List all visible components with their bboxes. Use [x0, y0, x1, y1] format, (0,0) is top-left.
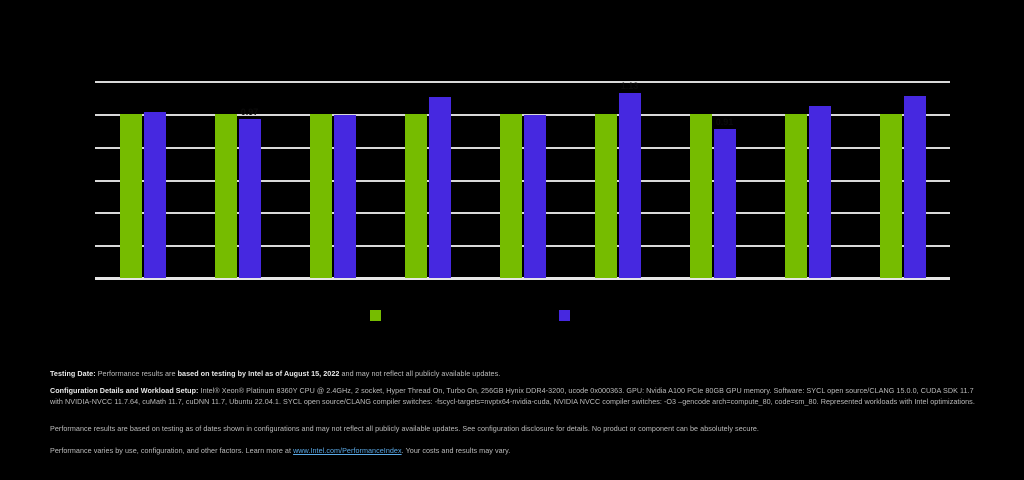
bar-comparison[interactable]	[143, 112, 166, 278]
gridline: 0.4	[73, 207, 950, 218]
gridline: 1.0	[73, 108, 950, 119]
gridline: 0.2	[73, 240, 950, 251]
bar-comparison[interactable]	[523, 115, 546, 278]
x-axis-tick: Workload 6	[596, 283, 639, 293]
bar-comparison[interactable]: 0.97	[238, 107, 261, 278]
bar-baseline[interactable]	[404, 113, 427, 278]
gridline: 0.8	[73, 141, 950, 152]
bar-group: Workload 3	[285, 81, 380, 293]
bar-baseline[interactable]	[879, 113, 902, 278]
bar-value-label: 0.91	[715, 116, 734, 127]
bar-baseline[interactable]	[309, 113, 332, 278]
footer-results-disclaimer: Performance results are based on testing…	[50, 424, 759, 434]
bar-baseline[interactable]	[689, 113, 712, 278]
y-axis-tick: 0.6	[73, 174, 87, 185]
bar-baseline[interactable]	[499, 113, 522, 278]
varies-text-a: Performance varies by use, configuration…	[50, 446, 294, 456]
bar-comparison[interactable]	[333, 115, 356, 278]
bar-value-label: 0.97	[240, 106, 259, 117]
chart-legend: NVIDIA A100 (baseline) Intel SYCL on A100	[0, 310, 1024, 321]
legend-label: NVIDIA A100 (baseline)	[386, 310, 482, 321]
x-axis-tick: Workload 9	[881, 283, 924, 293]
bar-value-label: 1.13	[620, 80, 639, 91]
bar-baseline[interactable]	[119, 113, 142, 278]
legend-label: Intel SYCL on A100	[576, 310, 655, 321]
x-axis-tick: Workload 8	[786, 283, 829, 293]
chart-subtitle: Higher is better	[60, 41, 135, 53]
bar-group: Workload 5	[475, 81, 570, 293]
chart-block: Relative Performance — Intel® Data Cente…	[0, 24, 1024, 321]
x-axis-tick: Workload 2	[216, 283, 259, 293]
bar-group: Workload 1	[95, 81, 190, 293]
legend-item-1[interactable]: NVIDIA A100 (baseline)	[369, 310, 482, 321]
gridline: 0.6	[73, 174, 950, 185]
bar-baseline[interactable]	[214, 113, 237, 278]
bar-group: Workload 8	[760, 81, 855, 293]
bar-group: 0.91 Workload 7	[665, 81, 760, 293]
bar-groups: Workload 1 0.97 Workload 2 Workload 3 Worklo…	[95, 81, 950, 293]
bar-group: Workload 4	[380, 81, 475, 293]
testing-date-label: Testing Date:	[50, 369, 96, 379]
footer-varies-disclaimer: Performance varies by use, configuration…	[50, 446, 980, 456]
bar-comparison[interactable]	[428, 97, 451, 278]
y-axis-tick: 1.0	[73, 108, 87, 120]
legend-swatch-icon	[369, 310, 381, 321]
legend-swatch-icon	[559, 310, 571, 321]
x-axis-tick: Workload 3	[311, 283, 354, 293]
configuration-text: Intel® Xeon® Platinum 8360Y CPU @ 2.4GHz…	[50, 386, 975, 406]
x-axis-baseline	[95, 277, 950, 280]
chart-title: Relative Performance — Intel® Data Cente…	[60, 24, 531, 42]
y-axis-tick: 0.2	[73, 239, 87, 251]
bar-group: Workload 9	[855, 81, 950, 293]
y-axis-tick: 0.8	[73, 141, 87, 153]
bar-comparison[interactable]	[808, 105, 831, 278]
varies-text-b: . Your costs and results may vary.	[401, 446, 511, 456]
bar-comparison[interactable]	[903, 95, 926, 278]
x-axis-tick: Workload 4	[406, 283, 449, 293]
testing-date-text-b: and may not reflect all publicly availab…	[339, 369, 501, 379]
gridline: 1.2	[73, 76, 950, 87]
y-axis-tick: 1.2	[73, 75, 87, 87]
configuration-label: Configuration Details and Workload Setup…	[50, 386, 199, 396]
legend-item-2[interactable]: Intel SYCL on A100	[559, 310, 654, 321]
x-axis-tick: Workload 7	[691, 283, 734, 293]
bar-group: 0.97 Workload 2	[190, 81, 285, 293]
plot-area: 0.0 0.2 0.4 0.6 0.8 1.0 1.2 Workload 1 0.97 Work…	[73, 76, 950, 293]
bar-comparison[interactable]: 0.91	[713, 117, 736, 278]
footer-testing-date: Testing Date: Performance results are ba…	[50, 369, 980, 379]
footer-configuration: Configuration Details and Workload Setup…	[50, 386, 980, 407]
testing-date-highlight: based on testing by Intel as of August 1…	[177, 369, 340, 379]
bar-baseline[interactable]	[784, 113, 807, 278]
bar-group: 1.13 Workload 6	[570, 81, 665, 293]
y-axis-tick: 0.0	[73, 272, 87, 284]
y-axis-tick: 0.4	[73, 206, 87, 218]
footer-disclaimers: Testing Date: Performance results are ba…	[0, 355, 1024, 480]
bar-comparison[interactable]: 1.13	[618, 81, 641, 278]
performance-index-link[interactable]: www.Intel.com/PerformanceIndex	[293, 446, 402, 456]
x-axis-tick: Workload 5	[501, 283, 544, 293]
testing-date-text-a: Performance results are	[95, 369, 178, 379]
x-axis-tick: Workload 1	[121, 283, 164, 293]
bar-baseline[interactable]	[594, 113, 617, 278]
